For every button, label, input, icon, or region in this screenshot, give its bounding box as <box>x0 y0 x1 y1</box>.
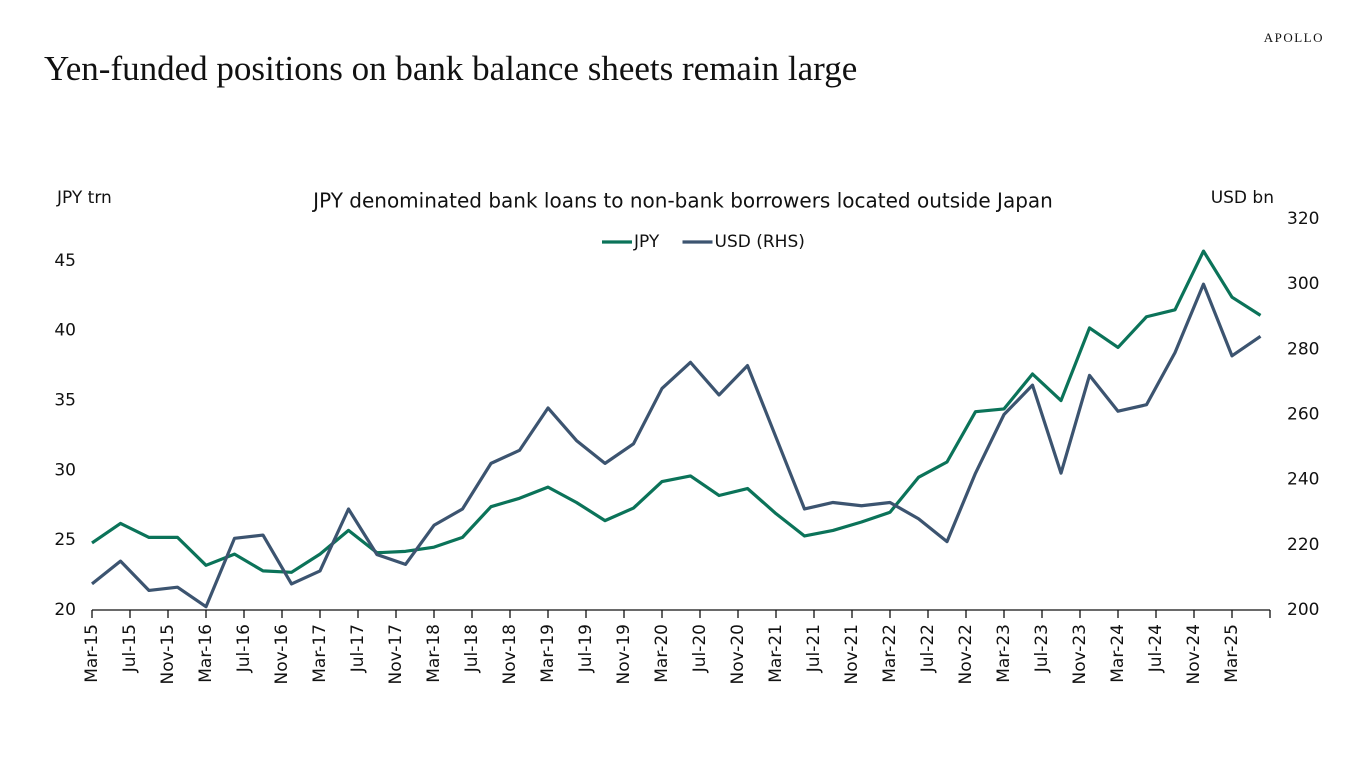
x-tick-label: Mar-19 <box>538 624 558 683</box>
y2-tick-label: 240 <box>1287 470 1319 490</box>
x-tick-label: Mar-20 <box>652 624 672 683</box>
x-tick-label: Jul-20 <box>690 624 710 673</box>
x-tick-label: Nov-24 <box>1184 624 1204 685</box>
y2-axis-label: USD bn <box>1211 188 1274 208</box>
x-tick-label: Nov-19 <box>614 624 634 685</box>
chart-title: JPY denominated bank loans to non-bank b… <box>311 189 1053 213</box>
x-tick-label: Nov-22 <box>956 624 976 685</box>
y-tick-label: 30 <box>54 460 76 480</box>
y-tick-label: 35 <box>54 391 76 411</box>
x-tick-label: Jul-16 <box>234 624 254 673</box>
y-tick-label: 25 <box>54 530 76 550</box>
x-tick-label: Mar-21 <box>766 624 786 683</box>
page-title: Yen-funded positions on bank balance she… <box>44 49 857 88</box>
x-tick-label: Mar-15 <box>82 624 102 683</box>
x-tick-label: Nov-23 <box>1070 624 1090 685</box>
x-tick-label: Nov-21 <box>842 624 862 685</box>
y2-tick-label: 320 <box>1287 209 1319 229</box>
y-tick-label: 40 <box>54 321 76 341</box>
x-tick-label: Jul-19 <box>576 624 596 673</box>
x-tick-label: Nov-16 <box>272 624 292 685</box>
y2-tick-label: 220 <box>1287 535 1319 555</box>
x-tick-label: Nov-17 <box>386 624 406 685</box>
x-tick-label: Jul-24 <box>1146 624 1166 673</box>
x-tick-label: Nov-18 <box>500 624 520 685</box>
x-tick-label: Mar-24 <box>1108 624 1128 683</box>
x-tick-label: Mar-23 <box>994 624 1014 683</box>
x-tick-label: Jul-17 <box>348 624 368 673</box>
x-tick-label: Jul-23 <box>1032 624 1052 673</box>
x-tick-label: Mar-18 <box>424 624 444 683</box>
x-tick-label: Jul-21 <box>804 624 824 673</box>
x-tick-label: Jul-15 <box>120 624 140 673</box>
legend-label: JPY <box>633 232 660 252</box>
x-tick-label: Jul-18 <box>462 624 482 673</box>
series-line <box>91 249 1262 574</box>
y2-tick-label: 280 <box>1287 339 1319 359</box>
y2-tick-label: 200 <box>1287 600 1319 620</box>
y-axis-label: JPY trn <box>56 188 112 208</box>
legend-label: USD (RHS) <box>715 232 805 252</box>
series-line <box>91 282 1262 609</box>
x-tick-label: Mar-22 <box>880 624 900 683</box>
x-tick-label: Mar-16 <box>196 624 216 683</box>
y2-tick-label: 260 <box>1287 405 1319 425</box>
y-tick-label: 20 <box>54 600 76 620</box>
x-tick-label: Mar-17 <box>310 624 330 683</box>
brand: APOLLO <box>1264 30 1324 45</box>
x-tick-label: Mar-25 <box>1222 624 1242 683</box>
y2-tick-label: 300 <box>1287 274 1319 294</box>
x-tick-label: Nov-20 <box>728 624 748 685</box>
y-tick-label: 45 <box>54 251 76 271</box>
x-tick-label: Nov-15 <box>158 624 178 685</box>
x-tick-label: Jul-22 <box>918 624 938 673</box>
